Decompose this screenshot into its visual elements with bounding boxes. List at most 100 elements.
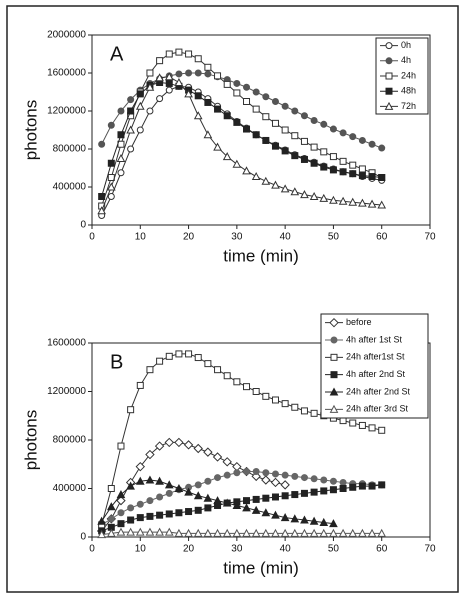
- marker: [185, 508, 193, 516]
- marker: [222, 152, 232, 161]
- y-tick-label: 0: [80, 532, 86, 543]
- marker: [233, 118, 241, 126]
- marker: [145, 527, 155, 536]
- marker: [358, 421, 366, 429]
- legend-label: before: [346, 317, 372, 327]
- marker: [270, 477, 281, 488]
- marker: [281, 147, 289, 155]
- marker: [309, 528, 319, 537]
- marker: [280, 480, 290, 490]
- marker: [384, 101, 394, 110]
- marker: [106, 182, 116, 191]
- marker: [117, 169, 125, 177]
- marker: [339, 485, 347, 492]
- x-tick-label: 60: [376, 544, 388, 555]
- marker: [204, 70, 212, 78]
- marker: [280, 528, 290, 537]
- marker: [300, 155, 308, 163]
- marker: [329, 195, 338, 204]
- legend-label: 24h after1st St: [346, 352, 405, 362]
- marker: [329, 519, 338, 528]
- marker: [117, 131, 125, 139]
- marker: [310, 475, 318, 483]
- marker: [281, 400, 289, 408]
- marker: [271, 493, 279, 501]
- marker: [213, 496, 222, 505]
- marker: [232, 500, 242, 509]
- marker: [348, 528, 358, 537]
- marker: [310, 409, 318, 417]
- panel-label: A: [110, 43, 124, 65]
- marker: [194, 481, 202, 489]
- marker: [243, 497, 251, 505]
- marker: [146, 69, 154, 77]
- marker: [145, 82, 155, 91]
- marker: [291, 403, 299, 411]
- marker: [281, 102, 289, 110]
- marker: [175, 509, 183, 517]
- marker: [233, 89, 241, 97]
- legend-label: 72h: [401, 101, 416, 111]
- marker: [300, 489, 308, 497]
- marker: [338, 196, 348, 205]
- marker: [145, 475, 155, 484]
- marker: [107, 121, 115, 129]
- marker: [358, 528, 367, 537]
- marker: [214, 105, 222, 113]
- marker: [368, 140, 376, 148]
- marker: [319, 193, 329, 202]
- marker: [165, 510, 173, 518]
- marker: [106, 502, 116, 511]
- marker: [193, 443, 203, 454]
- marker: [165, 86, 173, 94]
- marker: [261, 528, 271, 537]
- marker: [213, 142, 222, 151]
- marker: [194, 55, 202, 63]
- marker: [280, 513, 290, 522]
- y-tick-label: 800000: [53, 144, 87, 155]
- marker: [385, 87, 393, 95]
- y-tick-label: 2000000: [47, 30, 86, 41]
- marker: [291, 107, 299, 115]
- marker: [300, 190, 309, 199]
- marker: [146, 107, 154, 115]
- marker: [194, 506, 202, 514]
- marker: [281, 492, 289, 500]
- marker: [378, 426, 386, 434]
- marker: [136, 500, 144, 508]
- marker: [136, 514, 144, 522]
- marker: [349, 133, 357, 141]
- x-tick-label: 70: [424, 232, 436, 243]
- marker: [339, 478, 347, 486]
- marker: [329, 125, 337, 133]
- marker: [252, 495, 260, 503]
- legend-label: 24h: [401, 70, 416, 80]
- marker: [164, 480, 174, 489]
- marker: [378, 144, 386, 152]
- marker: [232, 159, 242, 168]
- marker: [329, 387, 339, 396]
- marker: [154, 441, 165, 451]
- legend: before 4h after 1st St 24h after1st St 4h a…: [320, 313, 429, 419]
- marker: [310, 117, 318, 124]
- x-tick-label: 0: [89, 232, 95, 243]
- legend-label: 48h: [401, 86, 416, 96]
- x-tick-label: 60: [376, 232, 388, 243]
- marker: [271, 119, 279, 127]
- marker: [358, 136, 366, 144]
- x-tick-label: 0: [89, 544, 95, 555]
- marker: [146, 497, 154, 505]
- marker: [291, 132, 299, 140]
- marker: [349, 483, 357, 491]
- marker: [291, 472, 299, 480]
- marker: [291, 152, 299, 160]
- marker: [368, 482, 376, 490]
- legend-label: 0h: [401, 40, 411, 50]
- marker: [136, 381, 144, 389]
- marker: [367, 528, 377, 537]
- marker: [193, 491, 203, 500]
- marker: [203, 447, 213, 457]
- marker: [300, 407, 308, 415]
- marker: [164, 527, 174, 536]
- marker: [329, 528, 338, 537]
